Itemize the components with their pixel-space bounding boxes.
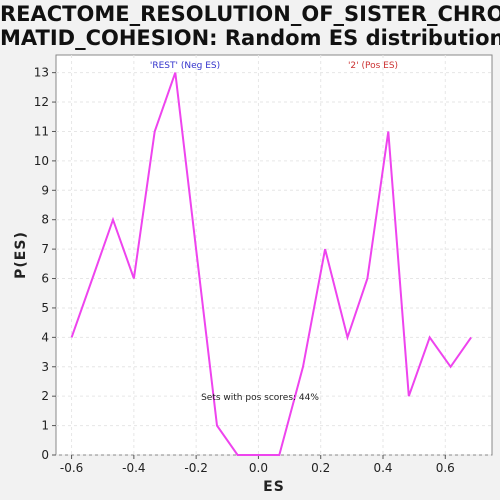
x-axis-label: ES <box>263 479 285 495</box>
y-tick-label: 3 <box>41 360 49 374</box>
y-axis-label: P(ES) <box>13 231 29 279</box>
y-tick-label: 7 <box>41 242 49 256</box>
legend-pos-es: '2' (Pos ES) <box>348 61 398 71</box>
y-tick-label: 1 <box>41 419 49 433</box>
x-axis-ticks: -0.6 -0.4 -0.2 0.0 0.2 0.4 0.6 <box>60 455 455 475</box>
x-tick-label: -0.4 <box>122 461 145 475</box>
chart-title: REACTOME_RESOLUTION_OF_SISTER_CHRO MATID… <box>0 2 500 50</box>
x-tick-label: 0.6 <box>436 461 455 475</box>
y-tick-label: 9 <box>41 183 49 197</box>
chart-title-line-2: MATID_COHESION: Random ES distribution <box>0 26 500 50</box>
x-tick-label: 0.2 <box>311 461 330 475</box>
chart-title-line-1: REACTOME_RESOLUTION_OF_SISTER_CHRO <box>0 2 500 26</box>
y-tick-label: 12 <box>34 95 49 109</box>
x-tick-label: -0.2 <box>184 461 207 475</box>
y-tick-label: 0 <box>41 448 49 462</box>
y-tick-label: 13 <box>34 66 49 80</box>
plot-area <box>55 54 493 456</box>
y-tick-label: 5 <box>41 301 49 315</box>
y-tick-label: 4 <box>41 330 49 344</box>
legend-neg-es: 'REST' (Neg ES) <box>150 61 220 71</box>
y-tick-label: 8 <box>41 213 49 227</box>
x-tick-label: 0.0 <box>249 461 268 475</box>
y-tick-label: 2 <box>41 389 49 403</box>
es-distribution-line <box>70 72 472 456</box>
y-tick-label: 6 <box>41 272 49 286</box>
series-layer <box>70 72 472 456</box>
y-tick-label: 10 <box>34 154 49 168</box>
grid <box>56 55 492 456</box>
x-tick-label: 0.4 <box>373 461 392 475</box>
y-tick-label: 11 <box>34 124 49 138</box>
x-tick-label: -0.6 <box>60 461 83 475</box>
pos-scores-annotation: Sets with pos scores: 44% <box>201 393 319 403</box>
